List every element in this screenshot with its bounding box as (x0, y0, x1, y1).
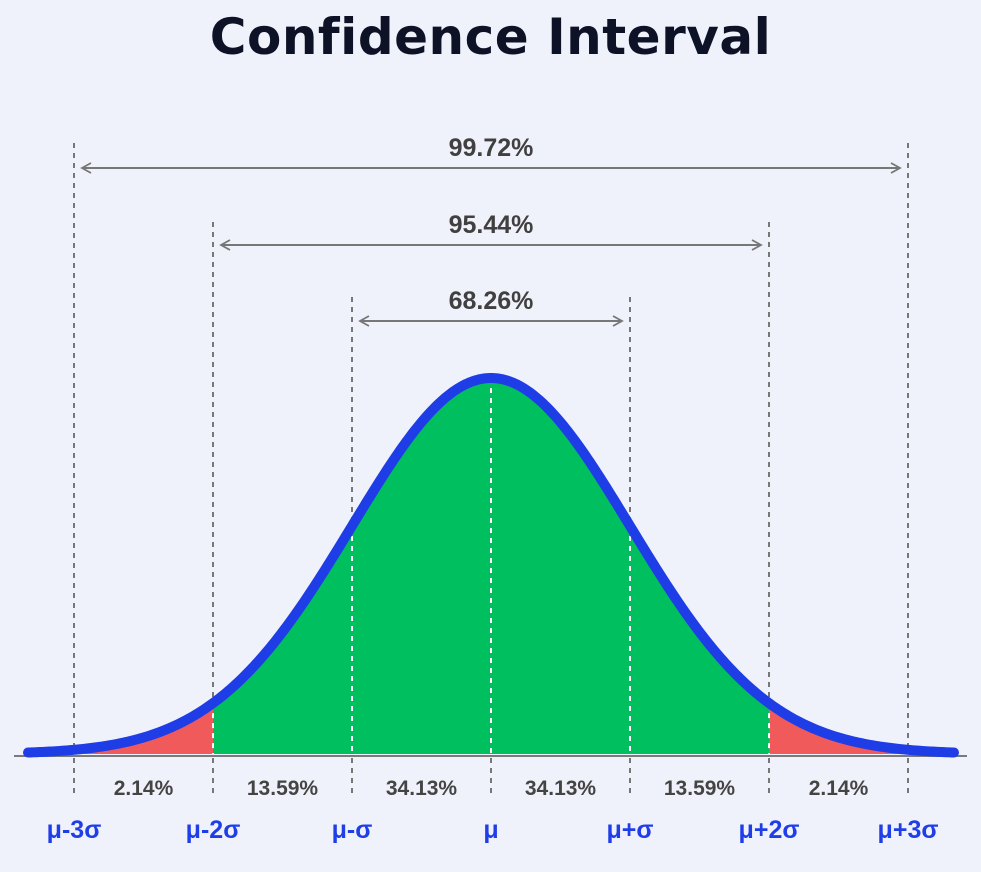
segment-percent-label: 13.59% (664, 777, 736, 800)
sigma-label: μ (483, 816, 498, 844)
interval-label-3sigma: 99.72% (449, 134, 534, 162)
sigma-label: μ+2σ (739, 816, 800, 844)
sigma-label: μ+σ (607, 816, 654, 844)
left-tail-fill (74, 703, 213, 754)
diagram-title: Confidence Interval (209, 8, 772, 66)
right-tail-fill (769, 703, 908, 754)
interval-label-1sigma: 68.26% (449, 287, 534, 315)
segment-percent-label: 34.13% (386, 777, 458, 800)
sigma-label: μ-σ (332, 816, 373, 844)
inner-area-fill (213, 378, 769, 754)
segment-percent-label: 2.14% (114, 777, 174, 800)
sigma-label: μ-2σ (186, 816, 241, 844)
segment-percent-label: 13.59% (247, 777, 319, 800)
segment-percent-label: 2.14% (809, 777, 869, 800)
interval-label-2sigma: 95.44% (449, 211, 534, 239)
sigma-label: μ-3σ (47, 816, 102, 844)
bell-curve (23, 373, 959, 758)
segment-percent-label: 34.13% (525, 777, 597, 800)
sigma-label: μ+3σ (878, 816, 939, 844)
